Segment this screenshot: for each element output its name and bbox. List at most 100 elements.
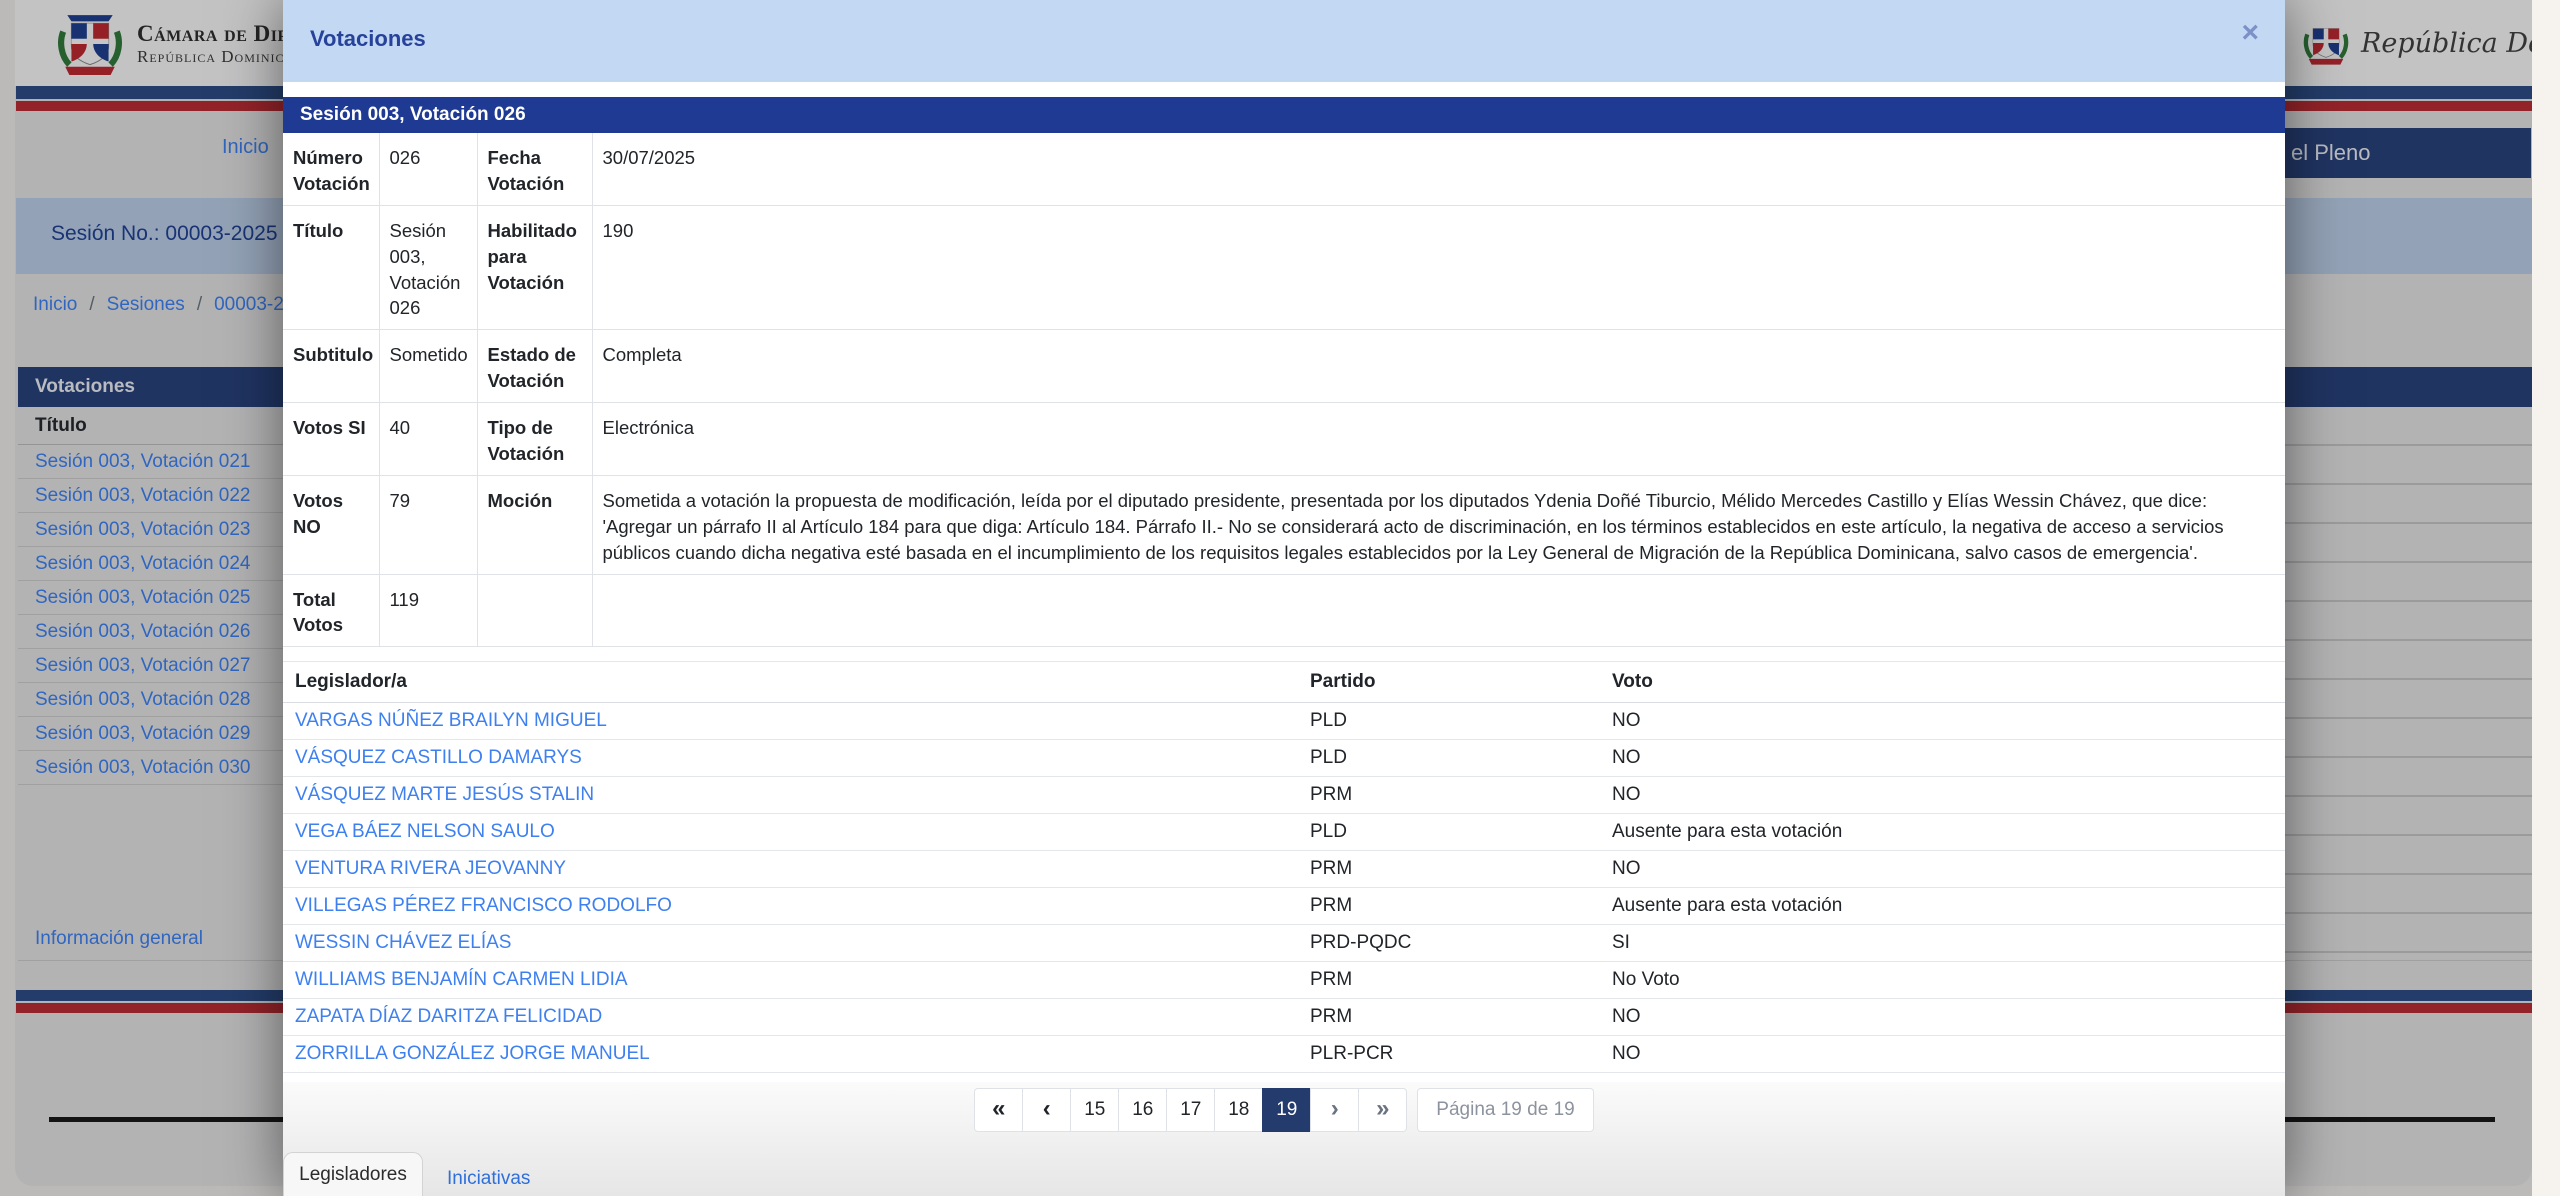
detail-value: 79 — [378, 474, 478, 575]
legislator-row: WESSIN CHÁVEZ ELÍAS PRD-PQDC SI — [283, 924, 2285, 963]
vote-section-header: Sesión 003, Votación 026 — [283, 97, 2285, 133]
legislator-party: PRD-PQDC — [1298, 924, 1600, 963]
votacion-list-item[interactable]: Sesión 003, Votación 024 — [18, 547, 283, 581]
legislator-row: VILLEGAS PÉREZ FRANCISCO RODOLFO PRM Aus… — [283, 887, 2285, 926]
vote-details-row: Número Votación 026 Fecha Votación 30/07… — [283, 133, 2285, 206]
vote-details-row: Subtitulo Sometido Estado de Votación Co… — [283, 329, 2285, 404]
pagination-page-button[interactable]: 16 — [1118, 1088, 1168, 1132]
detail-value: 026 — [378, 133, 478, 206]
legislator-party: PRM — [1298, 998, 1600, 1037]
legislator-party: PRM — [1298, 776, 1600, 815]
pagination-last-button[interactable]: » — [1358, 1088, 1408, 1132]
pleno-bar-label: el Pleno — [2291, 140, 2371, 165]
votacion-list-item[interactable]: Sesión 003, Votación 029 — [18, 717, 283, 751]
detail-label: Tipo de Votación — [476, 402, 593, 476]
legislator-row: ZAPATA DÍAZ DARITZA FELICIDAD PRM NO — [283, 998, 2285, 1037]
session-banner-text: Sesión No.: 00003-2025 — [51, 222, 278, 245]
detail-label: Estado de Votación — [476, 329, 593, 404]
legislator-name-link[interactable]: ZORRILLA GONZÁLEZ JORGE MANUEL — [295, 1043, 650, 1065]
legislator-vote: Ausente para esta votación — [1600, 813, 2285, 852]
pagination-page-button[interactable]: 18 — [1214, 1088, 1264, 1132]
sidebar-column-title: Título — [18, 407, 283, 445]
legislators-table: Legislador/a Partido Voto VARGAS NÚÑEZ B… — [283, 661, 2285, 1074]
votacion-list-item[interactable]: Sesión 003, Votación 023 — [18, 513, 283, 547]
breadcrumb-item[interactable]: Sesiones — [77, 294, 185, 316]
detail-value: 40 — [378, 402, 478, 476]
pagination-page-button[interactable]: 19 — [1262, 1088, 1312, 1132]
footer-link-informacion[interactable]: Información general — [35, 928, 203, 949]
legislator-row: VÁSQUEZ MARTE JESÚS STALIN PRM NO — [283, 776, 2285, 815]
breadcrumb-item[interactable]: Inicio — [33, 294, 78, 315]
pagination-prev-button[interactable]: ‹ — [1022, 1088, 1072, 1132]
modal-header: Votaciones × — [283, 0, 2285, 82]
detail-value: 30/07/2025 — [591, 133, 2285, 206]
detail-label: Fecha Votación — [476, 133, 593, 206]
republic-brand-block: República Dominicana — [2303, 18, 2532, 68]
pagination-page-button[interactable]: 17 — [1166, 1088, 1216, 1132]
legislator-name-link[interactable]: VEGA BÁEZ NELSON SAULO — [295, 821, 555, 843]
pagination-next-button[interactable]: › — [1310, 1088, 1360, 1132]
detail-label: Votos NO — [283, 474, 380, 575]
detail-label: Habilitado para Votación — [476, 204, 593, 331]
votacion-list-item[interactable]: Sesión 003, Votación 028 — [18, 683, 283, 717]
detail-label: Votos SI — [283, 402, 380, 476]
pagination-first-button[interactable]: « — [974, 1088, 1024, 1132]
detail-label: Moción — [476, 474, 593, 575]
modal-tabs: Legisladores Iniciativas — [283, 1150, 554, 1196]
pagination: « ‹ 15 16 17 18 19 › » Página 19 d — [283, 1088, 2285, 1132]
detail-value: Sometida a votación la propuesta de modi… — [591, 474, 2285, 575]
pagination-status: Página 19 de 19 — [1417, 1088, 1594, 1132]
legislator-party: PLD — [1298, 739, 1600, 778]
votacion-list-item[interactable]: Sesión 003, Votación 022 — [18, 479, 283, 513]
vote-details-row: Votos SI 40 Tipo de Votación Electrónica — [283, 402, 2285, 476]
legislator-party: PLD — [1298, 702, 1600, 741]
detail-label: Subtitulo — [283, 329, 380, 404]
detail-label: Título — [283, 204, 380, 331]
tab-item[interactable]: Legisladores — [283, 1152, 423, 1196]
legislator-name-link[interactable]: VILLEGAS PÉREZ FRANCISCO RODOLFO — [295, 895, 672, 917]
legislator-party: PRM — [1298, 850, 1600, 889]
legislator-name-link[interactable]: VÁSQUEZ MARTE JESÚS STALIN — [295, 784, 595, 806]
legislator-party: PRM — [1298, 961, 1600, 1000]
votacion-list-item[interactable]: Sesión 003, Votación 030 — [18, 751, 283, 785]
legislator-row: VÁSQUEZ CASTILLO DAMARYS PLD NO — [283, 739, 2285, 778]
votaciones-modal: Votaciones × Sesión 003, Votación 026 Nú… — [283, 0, 2285, 1196]
legislator-row: VENTURA RIVERA JEOVANNY PRM NO — [283, 850, 2285, 889]
tab-item[interactable]: Iniciativas — [423, 1162, 554, 1196]
legislator-vote: Ausente para esta votación — [1600, 887, 2285, 926]
legislator-party: PLD — [1298, 813, 1600, 852]
detail-value: Completa — [591, 329, 2285, 404]
detail-label: Total Votos — [283, 573, 380, 648]
legislator-name-link[interactable]: VENTURA RIVERA JEOVANNY — [295, 858, 566, 880]
legislator-name-link[interactable]: VÁSQUEZ CASTILLO DAMARYS — [295, 747, 582, 769]
legislator-vote: NO — [1600, 702, 2285, 741]
detail-label: Número Votación — [283, 133, 380, 206]
close-icon[interactable]: × — [2241, 16, 2259, 49]
detail-label — [476, 573, 593, 648]
detail-value: Electrónica — [591, 402, 2285, 476]
legislator-name-link[interactable]: ZAPATA DÍAZ DARITZA FELICIDAD — [295, 1006, 603, 1028]
vote-details-row: Título Sesión 003, Votación 026 Habilita… — [283, 204, 2285, 331]
votaciones-bar-label: Votaciones — [35, 376, 135, 397]
legislator-name-link[interactable]: WESSIN CHÁVEZ ELÍAS — [295, 932, 512, 954]
coat-of-arms-small-icon — [2303, 28, 2349, 65]
legislator-vote: NO — [1600, 776, 2285, 815]
legislator-vote: NO — [1600, 850, 2285, 889]
votaciones-list: Sesión 003, Votación 021 Sesión 003, Vot… — [18, 445, 283, 785]
republic-script-title: República Dominicana — [2361, 27, 2532, 59]
votacion-list-item[interactable]: Sesión 003, Votación 021 — [18, 445, 283, 479]
legislator-name-link[interactable]: VARGAS NÚÑEZ BRAILYN MIGUEL — [295, 710, 607, 732]
votacion-list-item[interactable]: Sesión 003, Votación 027 — [18, 649, 283, 683]
pagination-page-button[interactable]: 15 — [1070, 1088, 1120, 1132]
votacion-list-item[interactable]: Sesión 003, Votación 026 — [18, 615, 283, 649]
legislator-name-link[interactable]: WILLIAMS BENJAMÍN CARMEN LIDIA — [295, 969, 628, 991]
legislator-vote: SI — [1600, 924, 2285, 963]
page-edge-strip — [2532, 0, 2560, 1196]
legislator-row: VARGAS NÚÑEZ BRAILYN MIGUEL PLD NO — [283, 702, 2285, 741]
legislator-vote: NO — [1600, 739, 2285, 778]
votacion-list-item[interactable]: Sesión 003, Votación 025 — [18, 581, 283, 615]
detail-value: 190 — [591, 204, 2285, 331]
nav-link-inicio[interactable]: Inicio — [222, 136, 269, 158]
legislator-vote: NO — [1600, 998, 2285, 1037]
vote-details-table: Número Votación 026 Fecha Votación 30/07… — [283, 133, 2285, 648]
